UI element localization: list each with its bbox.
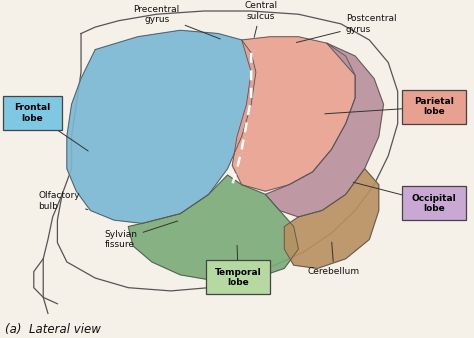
Polygon shape	[232, 37, 355, 191]
Text: Sylvian
fissure: Sylvian fissure	[105, 221, 178, 249]
FancyBboxPatch shape	[402, 186, 466, 220]
Polygon shape	[265, 43, 383, 217]
FancyBboxPatch shape	[402, 90, 466, 124]
Text: Occipital
lobe: Occipital lobe	[412, 194, 456, 213]
FancyBboxPatch shape	[206, 260, 270, 294]
Text: Precentral
gyrus: Precentral gyrus	[134, 4, 220, 39]
Polygon shape	[284, 169, 379, 268]
Text: Central
sulcus: Central sulcus	[244, 1, 277, 37]
FancyBboxPatch shape	[3, 96, 62, 130]
Polygon shape	[128, 175, 299, 281]
Text: (a)  Lateral view: (a) Lateral view	[5, 323, 101, 336]
Text: Postcentral
gyrus: Postcentral gyrus	[296, 14, 396, 43]
Text: Parietal
lobe: Parietal lobe	[414, 97, 454, 116]
Polygon shape	[67, 30, 256, 223]
Text: Olfactory
bulb: Olfactory bulb	[38, 191, 88, 211]
Text: Temporal
lobe: Temporal lobe	[215, 268, 262, 287]
Text: Frontal
lobe: Frontal lobe	[15, 103, 51, 123]
Text: Cerebellum: Cerebellum	[308, 242, 360, 276]
